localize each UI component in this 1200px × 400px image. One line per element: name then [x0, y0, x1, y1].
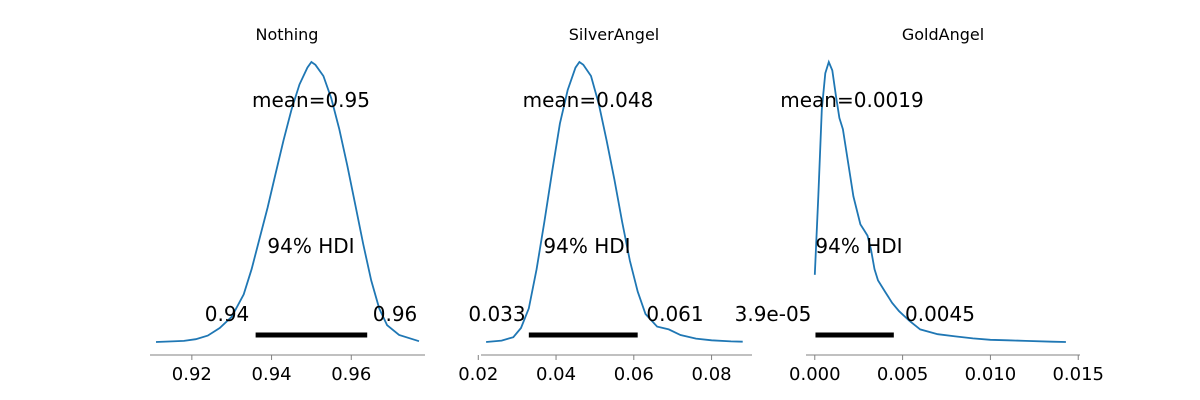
x-tick-label: 0.02: [458, 364, 498, 385]
hdi-lower-label: 0.94: [205, 302, 250, 326]
mean-label: mean=0.048: [523, 88, 654, 112]
density-line: [813, 59, 1066, 343]
panel-goldangel: GoldAngel mean=0.0019 94% HDI 3.9e-05 0.0045…: [735, 25, 1104, 385]
hdi-upper-label: 0.96: [373, 302, 418, 326]
panel-title: Nothing: [256, 25, 319, 44]
panel-title: GoldAngel: [902, 25, 984, 44]
mean-label: mean=0.95: [252, 88, 370, 112]
x-tick-label: 0.000: [789, 364, 841, 385]
x-tick-label: 0.92: [172, 364, 212, 385]
density-line: [486, 60, 743, 343]
hdi-upper-label: 0.0045: [905, 302, 975, 326]
hdi-label: 94% HDI: [543, 234, 630, 258]
panel-nothing: Nothing mean=0.95 94% HDI 0.94 0.96 0.92 0.94 0…: [150, 25, 425, 385]
hdi-label: 94% HDI: [267, 234, 354, 258]
x-tick-label: 0.015: [1052, 364, 1104, 385]
hdi-label: 94% HDI: [815, 234, 902, 258]
hdi-lower-label: 0.033: [468, 302, 525, 326]
mean-label: mean=0.0019: [780, 88, 923, 112]
hdi-lower-label: 3.9e-05: [735, 302, 812, 326]
x-tick-label: 0.04: [536, 364, 576, 385]
x-tick-label: 0.010: [965, 364, 1017, 385]
panel-title: SilverAngel: [569, 25, 659, 44]
hdi-upper-label: 0.061: [646, 302, 703, 326]
x-tick-label: 0.94: [252, 364, 292, 385]
x-tick-label: 0.06: [614, 364, 654, 385]
panel-silverangel: SilverAngel mean=0.048 94% HDI 0.033 0.061 0.…: [458, 25, 752, 385]
density-line: [155, 60, 420, 343]
x-tick-label: 0.96: [331, 364, 371, 385]
x-tick-label: 0.08: [692, 364, 732, 385]
x-tick-label: 0.005: [877, 364, 929, 385]
